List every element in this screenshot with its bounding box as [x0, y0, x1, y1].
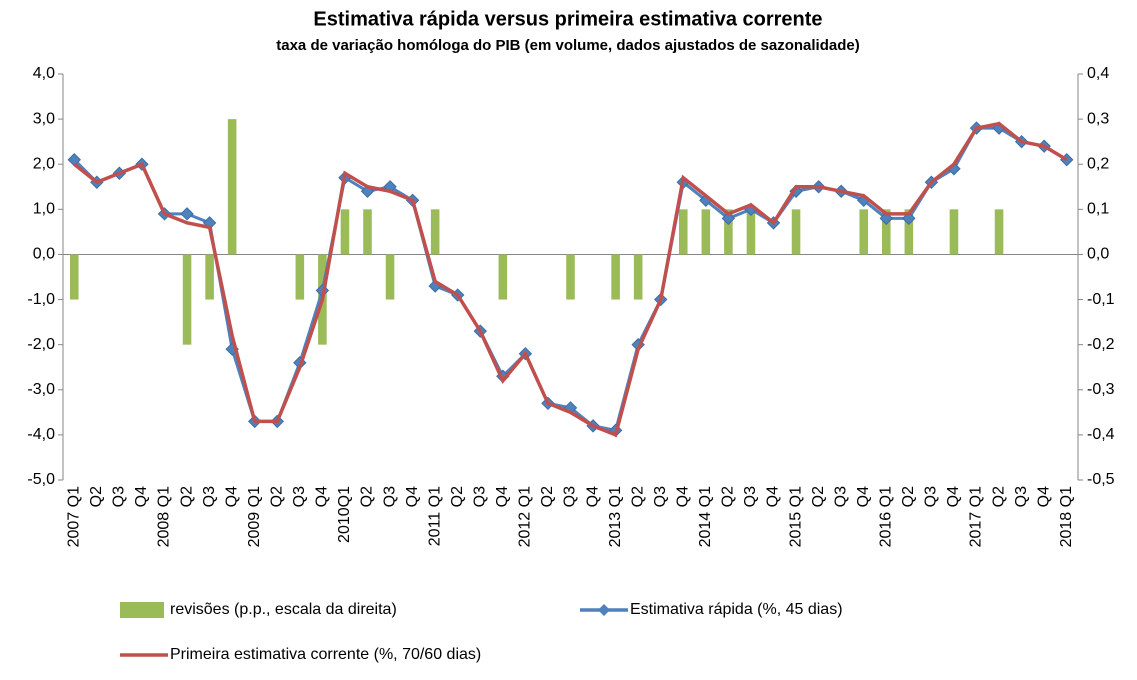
x-tick-label: Q3 — [742, 486, 759, 507]
x-tick-label: Q4 — [945, 486, 962, 507]
x-tick-label: Q4 — [314, 486, 331, 507]
x-tick-label: Q2 — [810, 486, 827, 507]
x-tick-label: Q3 — [923, 486, 940, 507]
y2-tick-label: 0,3 — [1087, 110, 1109, 127]
y-tick-label: 2,0 — [33, 155, 55, 172]
y-tick-label: 0,0 — [33, 246, 55, 263]
bar — [678, 209, 688, 255]
y-tick-label: -2,0 — [27, 336, 55, 353]
x-tick-label: 2009 Q1 — [246, 486, 263, 547]
x-tick-label: Q3 — [562, 486, 579, 507]
y2-tick-label: 0,2 — [1087, 155, 1109, 172]
marker — [180, 207, 194, 221]
x-tick-label: Q2 — [268, 486, 285, 507]
y-tick-label: 1,0 — [33, 201, 55, 218]
y2-tick-label: -0,2 — [1087, 336, 1115, 353]
x-tick-label: Q3 — [652, 486, 669, 507]
bar — [227, 119, 237, 255]
bar — [566, 254, 575, 300]
line — [73, 121, 1068, 438]
bar — [340, 209, 350, 255]
bar — [791, 209, 801, 255]
x-tick-label: 2013 Q1 — [607, 486, 624, 547]
x-tick-label: Q2 — [359, 486, 376, 507]
legend-label: Primeira estimativa corrente (%, 70/60 d… — [170, 646, 481, 663]
x-tick-label: Q4 — [765, 486, 782, 507]
x-tick-label: 2015 Q1 — [787, 486, 804, 547]
y-tick-label: 4,0 — [33, 65, 55, 82]
x-tick-label: Q3 — [1013, 486, 1030, 507]
x-tick-label: Q2 — [178, 486, 195, 507]
y-tick-label: -5,0 — [27, 471, 55, 488]
bar — [949, 209, 959, 255]
marker — [721, 211, 736, 226]
y-tick-label: -1,0 — [27, 291, 55, 308]
y2-tick-label: -0,3 — [1087, 381, 1115, 398]
bar — [611, 254, 620, 300]
y-tick-label: -4,0 — [27, 426, 55, 443]
x-tick-label: Q4 — [404, 486, 421, 507]
bar — [633, 254, 643, 300]
bar — [498, 254, 508, 300]
x-tick-label: Q4 — [855, 486, 872, 507]
bar — [430, 209, 440, 255]
y-tick-label: 3,0 — [33, 110, 55, 127]
x-tick-label: Q2 — [990, 486, 1007, 507]
x-tick-label: 2016 Q1 — [877, 486, 894, 547]
x-tick-label: Q4 — [494, 486, 511, 507]
chart-subtitle: taxa de variação homóloga do PIB (em vol… — [276, 37, 859, 54]
bar — [363, 209, 372, 255]
bar — [295, 254, 305, 300]
legend-marker — [598, 604, 610, 616]
x-tick-label: Q2 — [539, 486, 556, 507]
y2-tick-label: 0,1 — [1087, 201, 1109, 218]
y-tick-label: -3,0 — [27, 381, 55, 398]
x-tick-label: Q3 — [291, 486, 308, 507]
bar — [904, 209, 914, 255]
x-tick-label: Q3 — [832, 486, 849, 507]
x-tick-label: 2011 Q1 — [426, 486, 443, 546]
x-tick-label: Q2 — [900, 486, 917, 507]
bar — [859, 209, 869, 255]
x-tick-label: Q2 — [88, 486, 105, 507]
x-tick-label: Q4 — [674, 486, 691, 507]
bar — [182, 254, 192, 345]
bar — [994, 209, 1004, 255]
legend-label: revisões (p.p., escala da direita) — [170, 601, 397, 618]
bar — [69, 254, 79, 300]
x-tick-label: Q2 — [449, 486, 466, 507]
x-tick-label: Q3 — [111, 486, 128, 507]
x-tick-label: 2014 Q1 — [697, 486, 714, 547]
x-tick-label: 2007 Q1 — [65, 486, 82, 547]
bar — [881, 209, 891, 255]
x-tick-label: 2010Q1 — [336, 486, 353, 543]
x-tick-label: Q4 — [1035, 486, 1052, 507]
x-tick-label: Q3 — [381, 486, 398, 507]
x-tick-label: 2017 Q1 — [968, 486, 985, 547]
x-tick-label: 2008 Q1 — [156, 486, 173, 547]
x-tick-label: Q2 — [629, 486, 646, 507]
x-tick-label: Q4 — [223, 486, 240, 507]
x-tick-label: Q3 — [471, 486, 488, 507]
x-tick-label: 2012 Q1 — [517, 486, 534, 547]
y2-tick-label: -0,1 — [1087, 291, 1115, 308]
legend-label: Estimativa rápida (%, 45 dias) — [630, 601, 843, 618]
x-tick-label: 2018 Q1 — [1058, 486, 1075, 547]
x-tick-label: Q4 — [133, 486, 150, 507]
bar — [385, 254, 395, 300]
bar — [701, 209, 711, 255]
legend-swatch — [120, 602, 164, 618]
y2-tick-label: 0,0 — [1087, 246, 1109, 263]
chart-title: Estimativa rápida versus primeira estima… — [313, 8, 822, 30]
x-tick-label: Q4 — [584, 486, 601, 507]
x-tick-label: Q2 — [720, 486, 737, 507]
y2-tick-label: 0,4 — [1087, 65, 1109, 82]
x-tick-label: Q3 — [201, 486, 218, 507]
bar — [205, 254, 214, 300]
bar — [724, 209, 733, 255]
y2-tick-label: -0,4 — [1087, 426, 1115, 443]
bar — [746, 209, 756, 255]
y2-tick-label: -0,5 — [1087, 471, 1115, 488]
